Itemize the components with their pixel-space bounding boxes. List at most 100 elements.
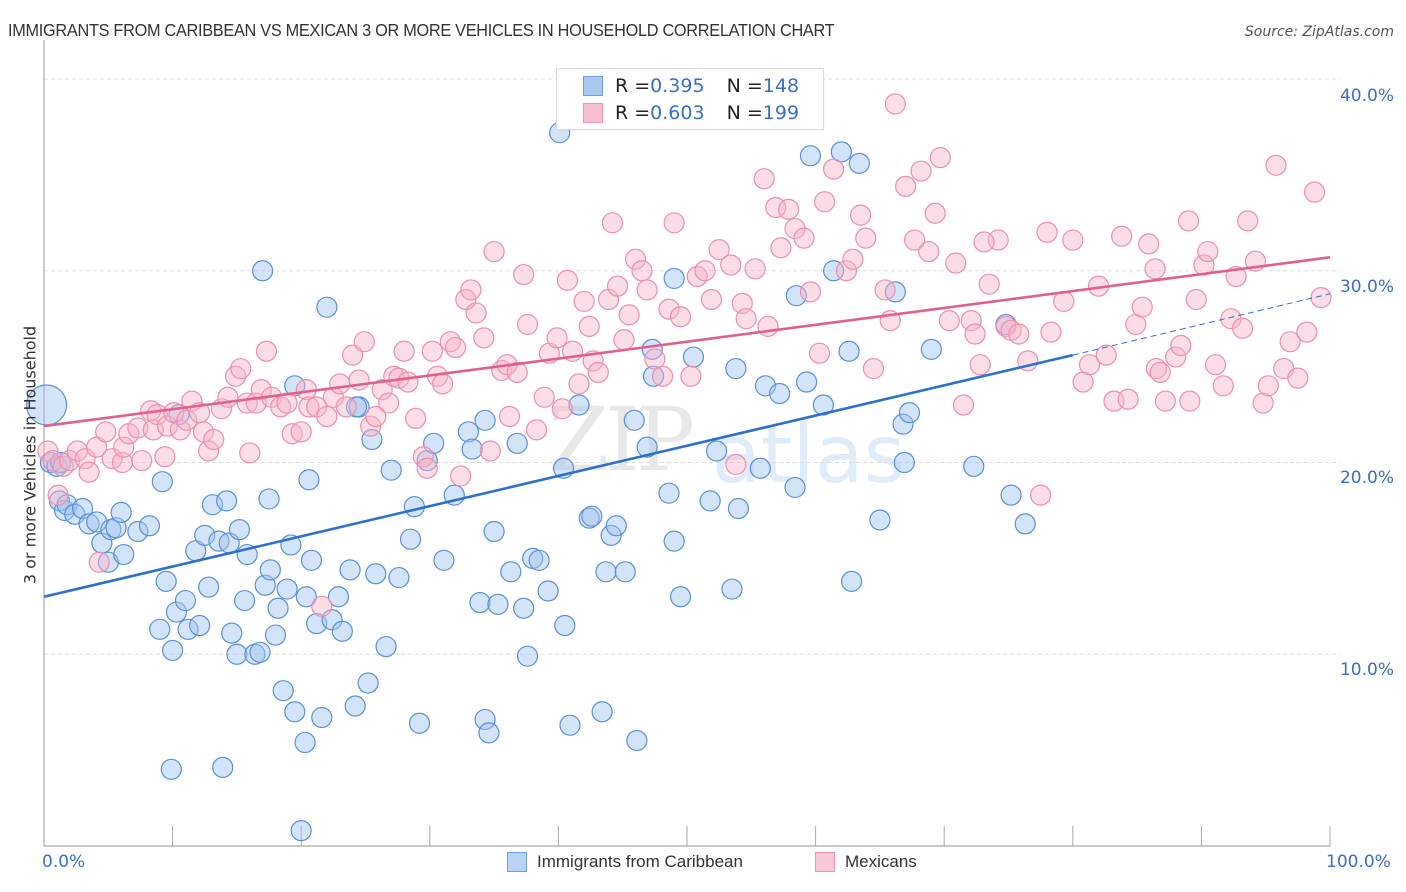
point-caribbean bbox=[595, 561, 617, 583]
point-mexicans bbox=[1170, 334, 1192, 357]
point-mexicans bbox=[506, 361, 528, 383]
point-caribbean bbox=[636, 436, 658, 458]
point-mexicans bbox=[578, 315, 600, 337]
point-caribbean bbox=[339, 559, 361, 581]
point-caribbean bbox=[614, 561, 636, 583]
point-mexicans bbox=[700, 288, 723, 311]
point-caribbean bbox=[228, 519, 251, 541]
point-caribbean bbox=[221, 622, 243, 644]
point-mexicans bbox=[1138, 233, 1160, 255]
series-caribbean-points bbox=[25, 122, 1036, 842]
point-caribbean bbox=[252, 260, 274, 282]
legend-r-label: R = bbox=[615, 102, 651, 124]
legend-r-value: 0.395 bbox=[650, 75, 705, 97]
point-mexicans bbox=[432, 373, 454, 395]
point-caribbean bbox=[294, 731, 316, 754]
point-mexicans bbox=[1145, 357, 1167, 380]
point-mexicans bbox=[1212, 375, 1234, 397]
point-mexicans bbox=[973, 231, 995, 253]
point-caribbean bbox=[516, 645, 539, 667]
point-mexicans bbox=[1111, 225, 1133, 247]
point-mexicans bbox=[465, 302, 487, 324]
legend-n-value: 148 bbox=[762, 75, 800, 97]
trend-line-caribbean-extension bbox=[1072, 293, 1331, 356]
point-caribbean bbox=[581, 505, 603, 527]
point-mexicans bbox=[239, 442, 261, 464]
source-label: Source: ZipAtlas.com bbox=[1244, 24, 1394, 40]
point-caribbean bbox=[600, 524, 622, 546]
point-caribbean bbox=[528, 549, 550, 571]
point-caribbean bbox=[669, 586, 692, 608]
point-caribbean bbox=[469, 591, 491, 614]
trend-line-caribbean bbox=[43, 353, 1074, 598]
legend-swatch-caribbean bbox=[583, 76, 603, 96]
point-mexicans bbox=[835, 260, 858, 282]
point-mexicans bbox=[460, 279, 482, 301]
point-mexicans bbox=[290, 421, 312, 443]
point-caribbean bbox=[162, 639, 184, 662]
point-mexicans bbox=[113, 436, 135, 458]
point-caribbean bbox=[663, 267, 685, 290]
point-caribbean bbox=[749, 457, 771, 479]
point-mexicans bbox=[393, 340, 415, 362]
point-mexicans bbox=[850, 204, 872, 226]
point-mexicans bbox=[1008, 323, 1030, 345]
point-caribbean bbox=[311, 706, 333, 729]
point-mexicans bbox=[1287, 367, 1309, 389]
point-mexicans bbox=[1036, 221, 1058, 243]
point-caribbean bbox=[365, 563, 387, 585]
y-axis-label: 3 or more Vehicles in Household bbox=[20, 325, 40, 585]
point-mexicans bbox=[895, 175, 917, 197]
point-mexicans bbox=[669, 306, 692, 328]
point-mexicans bbox=[298, 396, 320, 418]
point-mexicans bbox=[855, 227, 877, 249]
point-mexicans bbox=[1062, 229, 1084, 251]
point-mexicans bbox=[663, 212, 685, 234]
legend-row-mexicans: R = 0.603 N = 199 bbox=[583, 101, 799, 125]
point-mexicans bbox=[808, 342, 831, 364]
point-mexicans bbox=[1310, 286, 1332, 309]
point-caribbean bbox=[113, 543, 135, 566]
point-mexicans bbox=[88, 551, 110, 573]
point-caribbean bbox=[1014, 513, 1036, 535]
point-caribbean bbox=[357, 672, 379, 694]
point-caribbean bbox=[149, 618, 171, 640]
legend-swatch-mexicans bbox=[583, 103, 603, 123]
point-caribbean bbox=[838, 340, 860, 362]
point-mexicans bbox=[1303, 181, 1326, 203]
point-mexicans bbox=[335, 396, 357, 418]
point-caribbean bbox=[234, 589, 256, 612]
point-caribbean bbox=[151, 471, 173, 493]
point-mexicans bbox=[910, 160, 932, 182]
point-caribbean bbox=[841, 570, 863, 592]
point-mexicans bbox=[311, 595, 333, 617]
point-mexicans bbox=[814, 191, 836, 213]
point-mexicans bbox=[37, 440, 59, 462]
point-caribbean bbox=[461, 438, 483, 460]
point-mexicans bbox=[862, 357, 885, 380]
point-mexicans bbox=[533, 386, 555, 408]
point-caribbean bbox=[869, 509, 891, 531]
bottom-legend-item-caribbean[interactable]: Immigrants from Caribbean bbox=[507, 852, 743, 872]
point-mexicans bbox=[156, 415, 179, 437]
point-mexicans bbox=[483, 240, 505, 263]
point-mexicans bbox=[556, 269, 579, 291]
point-caribbean bbox=[316, 296, 338, 318]
point-mexicans bbox=[1131, 296, 1153, 318]
point-mexicans bbox=[498, 405, 521, 428]
point-mexicans bbox=[904, 229, 926, 251]
point-caribbean bbox=[264, 624, 287, 646]
point-caribbean bbox=[559, 714, 581, 736]
y-tick-label: 30.0% bbox=[1339, 277, 1394, 297]
point-caribbean bbox=[259, 559, 281, 581]
point-mexicans bbox=[924, 202, 946, 224]
point-caribbean bbox=[487, 593, 509, 615]
point-caribbean bbox=[300, 549, 323, 571]
point-mexicans bbox=[1117, 388, 1139, 410]
point-caribbean bbox=[605, 515, 627, 537]
bottom-legend-item-mexicans[interactable]: Mexicans bbox=[815, 852, 917, 872]
point-caribbean bbox=[408, 712, 431, 734]
point-caribbean bbox=[194, 524, 216, 546]
point-mexicans bbox=[230, 357, 252, 380]
point-caribbean bbox=[963, 455, 985, 477]
